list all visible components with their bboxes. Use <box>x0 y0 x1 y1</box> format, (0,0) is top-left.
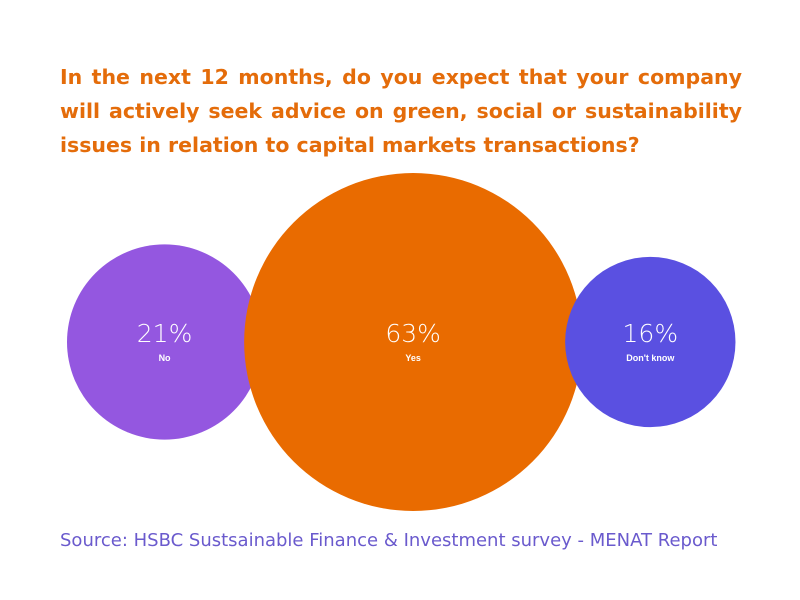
category-label-yes: Yes <box>405 353 421 363</box>
bubble-yes <box>244 173 583 511</box>
chart-title: In the next 12 months, do you expect tha… <box>60 65 742 157</box>
value-label-no: 21% <box>137 319 193 348</box>
bubble-don-t-know <box>565 256 736 428</box>
category-label-don-t-know: Don't know <box>626 353 675 363</box>
category-label-no: No <box>159 353 171 363</box>
bubble-no <box>66 244 263 440</box>
source-note: Source: HSBC Sustsainable Finance & Inve… <box>60 530 718 551</box>
value-label-don-t-know: 16% <box>623 319 679 348</box>
value-label-yes: 63% <box>385 319 441 348</box>
